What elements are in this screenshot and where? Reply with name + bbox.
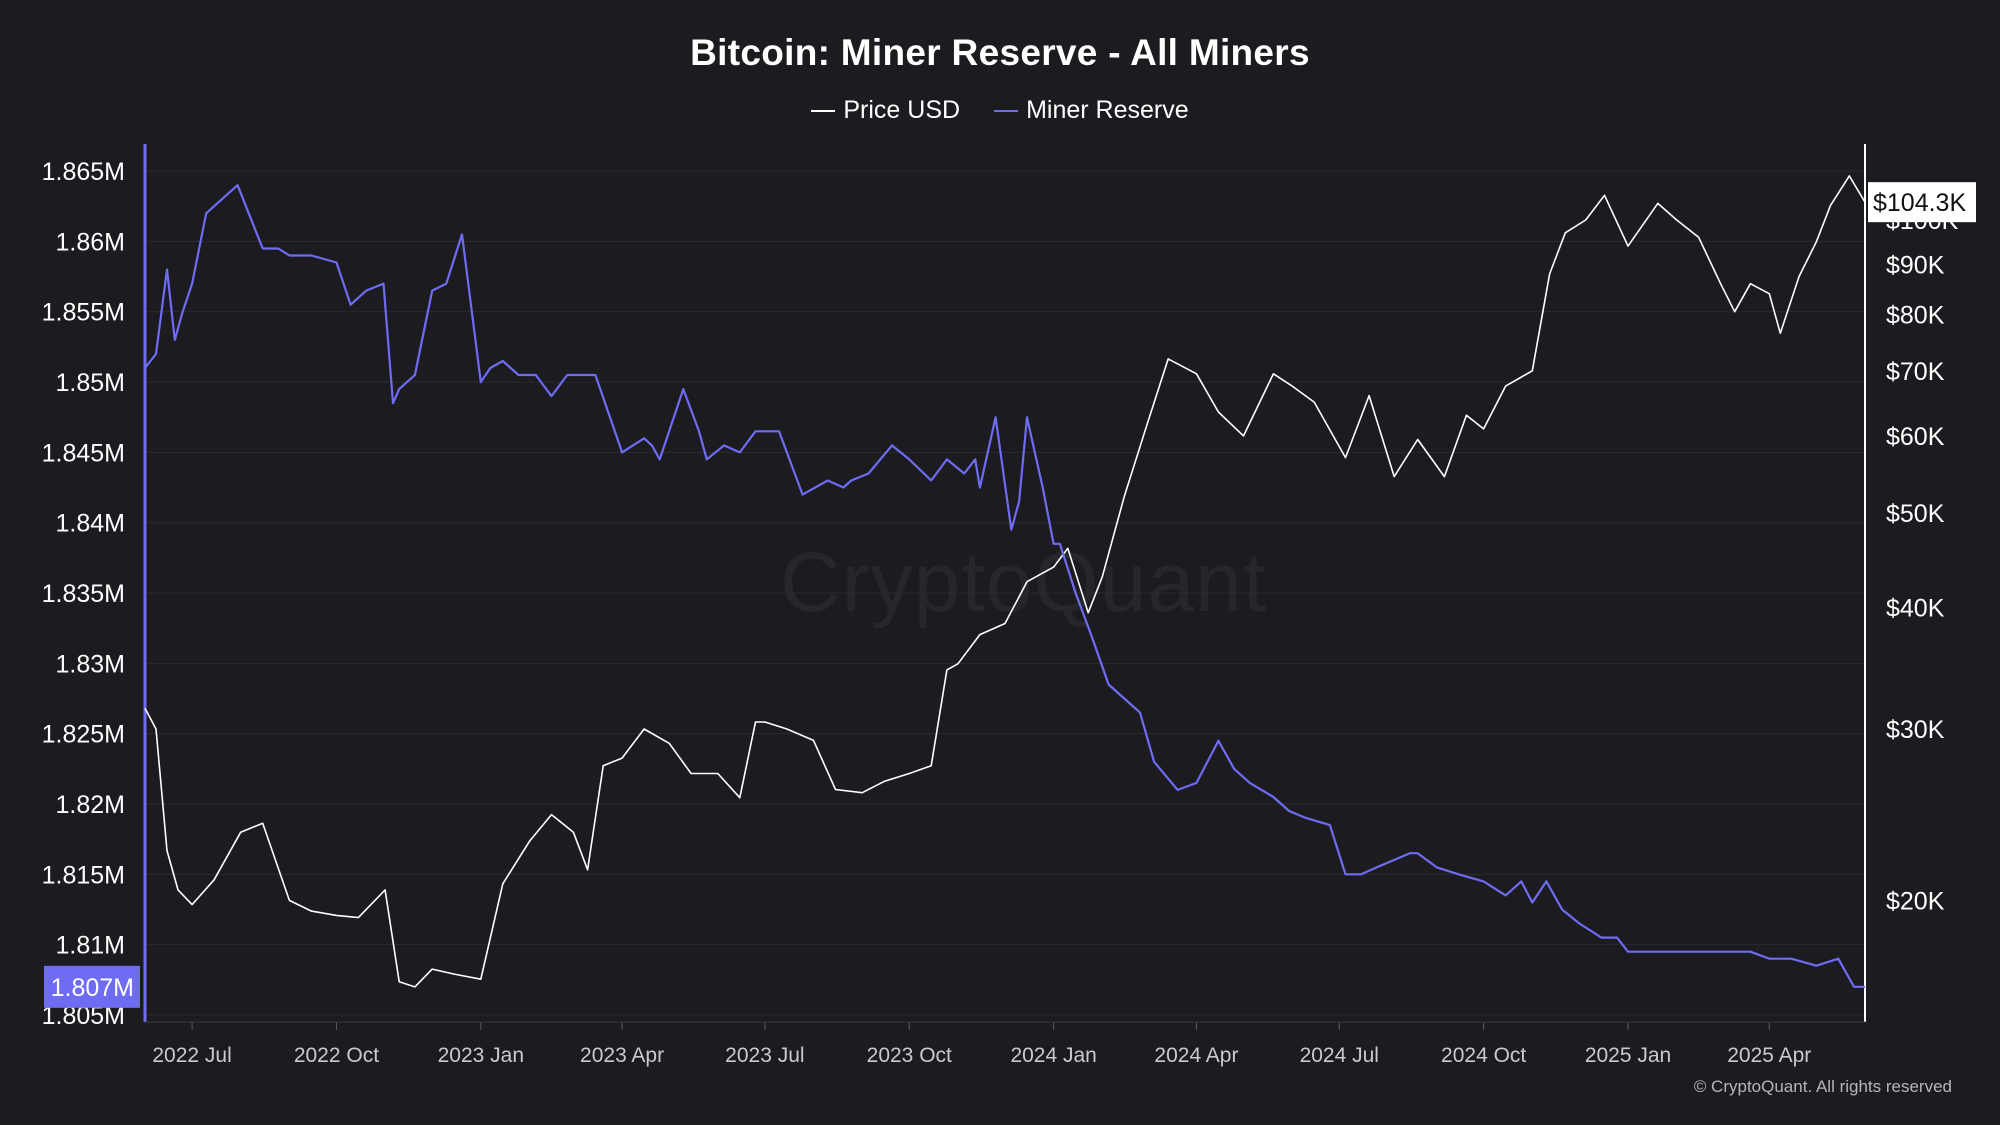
- right-tick-label: $80K: [1886, 301, 1945, 329]
- legend-item-price[interactable]: Price USD: [811, 96, 960, 125]
- right-tick-label: $40K: [1886, 594, 1945, 622]
- right-tick-label: $50K: [1886, 500, 1945, 528]
- left-tick-label: 1.865M: [42, 158, 125, 186]
- right-tick-label: $30K: [1886, 716, 1945, 744]
- x-tick-label: 2022 Oct: [294, 1044, 379, 1067]
- left-tick-label: 1.825M: [42, 721, 125, 749]
- x-tick-label: 2025 Jan: [1585, 1044, 1671, 1067]
- right-tick-label: $60K: [1886, 423, 1945, 451]
- left-tick-label: 1.86M: [56, 228, 125, 256]
- left-tick-label: 1.855M: [42, 299, 125, 327]
- left-tick-label: 1.835M: [42, 580, 125, 608]
- legend-label-price: Price USD: [843, 96, 961, 124]
- x-tick-label: 2024 Oct: [1441, 1044, 1526, 1067]
- legend-swatch-reserve: [994, 109, 1019, 112]
- x-tick-label: 2024 Jul: [1300, 1044, 1379, 1067]
- legend-swatch-price: [811, 109, 836, 112]
- watermark: CryptoQuant: [780, 535, 1268, 629]
- x-tick-label: 2023 Jan: [438, 1044, 524, 1067]
- left-tick-label: 1.82M: [56, 791, 125, 819]
- series-lines: [144, 175, 1866, 988]
- grid-lines: [145, 170, 1865, 1016]
- current-price-badge: [1868, 182, 1976, 223]
- x-tick-label: 2023 Oct: [867, 1044, 952, 1067]
- x-tick-label: 2023 Jul: [725, 1044, 804, 1067]
- price-usd-line: [144, 175, 1866, 988]
- right-tick-label: $70K: [1886, 358, 1945, 386]
- x-tick-label: 2022 Jul: [152, 1044, 231, 1067]
- chart-title: Bitcoin: Miner Reserve - All Miners: [690, 32, 1310, 73]
- chart-legend: Price USD Miner Reserve: [0, 96, 2000, 125]
- left-tick-label: 1.83M: [56, 650, 125, 678]
- copyright-text: © CryptoQuant. All rights reserved: [1693, 1077, 1952, 1096]
- current-reserve-label: 1.807M: [51, 974, 134, 1002]
- current-reserve-badge: [44, 965, 140, 1008]
- legend-item-reserve[interactable]: Miner Reserve: [994, 96, 1189, 125]
- right-tick-label: $20K: [1886, 887, 1945, 915]
- x-tick-label: 2024 Apr: [1154, 1044, 1238, 1067]
- left-tick-label: 1.84M: [56, 510, 125, 538]
- axes: [143, 144, 1866, 1030]
- miner-reserve-line: [144, 184, 1865, 988]
- left-tick-label: 1.85M: [56, 369, 125, 397]
- left-tick-label: 1.845M: [42, 439, 125, 467]
- right-tick-label: $90K: [1886, 252, 1945, 280]
- current-price-label: $104.3K: [1873, 189, 1966, 217]
- x-tick-label: 2025 Apr: [1727, 1044, 1811, 1067]
- left-tick-label: 1.81M: [56, 932, 125, 960]
- axis-labels: 1.865M 1.86M 1.855M 1.85M 1.845M 1.84M 1.835M 1…: [42, 158, 1976, 1067]
- legend-label-reserve: Miner Reserve: [1026, 96, 1189, 124]
- x-tick-label: 2023 Apr: [580, 1044, 664, 1067]
- left-tick-label: 1.815M: [42, 861, 125, 889]
- x-tick-label: 2024 Jan: [1010, 1044, 1096, 1067]
